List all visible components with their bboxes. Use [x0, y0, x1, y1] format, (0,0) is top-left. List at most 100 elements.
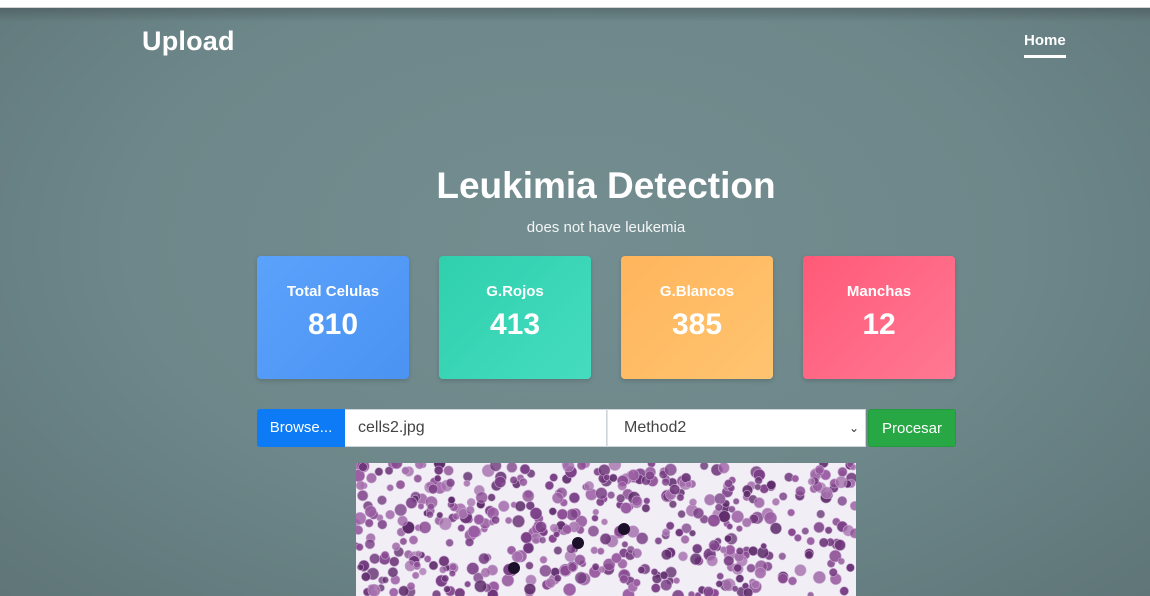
cell-mark [620, 502, 632, 514]
method-select-value: Method2 [624, 419, 687, 436]
cell-mark [511, 551, 524, 563]
cell-mark [562, 524, 572, 535]
cell-mark [829, 549, 842, 563]
cell-mark [595, 487, 608, 500]
cell-mark [413, 560, 421, 569]
cell-mark [707, 514, 721, 527]
cell-mark [439, 565, 447, 574]
cell-mark [432, 589, 441, 596]
cell-mark [731, 510, 744, 524]
stat-card-spots: Manchas 12 [803, 256, 955, 379]
cell-mark [427, 483, 439, 495]
cell-mark [466, 498, 476, 507]
cell-mark [685, 481, 693, 489]
method-select[interactable]: Method2 ⌄ [607, 409, 866, 447]
cell-mark [438, 517, 452, 531]
cell-mark [514, 500, 526, 512]
cell-mark [616, 493, 626, 503]
cell-mark [742, 587, 754, 596]
cell-mark [480, 567, 491, 578]
cell-mark [591, 563, 600, 571]
cell-mark [406, 582, 416, 591]
stat-label: Manchas [846, 283, 912, 300]
cell-mark [714, 492, 726, 505]
cell-mark [688, 529, 696, 537]
cell-mark [377, 519, 388, 530]
cell-mark [364, 538, 376, 550]
cell-mark [723, 555, 735, 567]
cell-mark [673, 577, 680, 584]
cell-mark [812, 571, 826, 584]
cell-mark [539, 555, 548, 564]
cell-mark [834, 539, 846, 551]
cell-mark [505, 516, 513, 525]
browse-button[interactable]: Browse... [257, 409, 345, 447]
cell-mark [525, 561, 534, 570]
cell-mark [824, 526, 833, 535]
stat-value: 413 [489, 308, 541, 341]
cell-mark [367, 583, 381, 596]
cell-mark [358, 463, 368, 472]
cell-mark [602, 558, 616, 571]
cell-mark [563, 583, 577, 596]
cell-mark [692, 507, 704, 519]
cell-mark [599, 533, 612, 545]
cell-mark [807, 477, 816, 486]
cell-mark [464, 580, 471, 588]
cell-mark [849, 528, 856, 539]
cell-mark [766, 480, 777, 490]
cell-mark [702, 586, 714, 596]
cell-mark [419, 567, 427, 576]
process-button[interactable]: Procesar [868, 409, 956, 447]
file-name-field[interactable]: cells2.jpg [345, 409, 607, 447]
cell-mark [660, 579, 673, 591]
nav-home-link[interactable]: Home [1024, 32, 1066, 58]
stat-label: G.Blancos [659, 283, 735, 300]
cell-mark [806, 536, 815, 546]
cell-mark [643, 497, 651, 505]
cell-mark [552, 492, 564, 504]
brand-logo[interactable]: Upload [142, 26, 235, 56]
cell-mark [454, 587, 466, 596]
cell-mark [837, 466, 848, 477]
cell-mark [494, 476, 507, 488]
cell-mark [356, 512, 367, 525]
cell-mark [395, 480, 406, 490]
cell-mark [525, 501, 535, 511]
cell-mark [650, 568, 659, 576]
cell-mark [389, 556, 400, 567]
cell-mark [718, 463, 730, 474]
cell-mark [401, 466, 410, 475]
cell-mark [746, 563, 756, 573]
cell-mark [804, 550, 814, 560]
cell-mark [771, 498, 780, 506]
cell-mark [539, 564, 552, 577]
cell-mark [813, 521, 825, 534]
cell-mark [356, 543, 364, 552]
chevron-down-icon: ⌄ [848, 421, 859, 435]
cell-mark [664, 463, 677, 476]
cell-mark [389, 587, 399, 596]
cell-mark [748, 546, 759, 557]
cell-mark [816, 509, 826, 519]
cell-mark [544, 480, 554, 491]
cell-mark [465, 537, 475, 547]
cell-mark [680, 535, 690, 544]
cell-mark [356, 563, 364, 571]
cell-mark [608, 473, 618, 483]
cell-mark [447, 496, 456, 504]
blood-cell-image-drawing [356, 463, 856, 596]
cell-mark [706, 555, 718, 567]
cell-mark [787, 508, 795, 517]
cell-mark [374, 467, 384, 477]
cell-mark [553, 574, 562, 583]
cell-mark [364, 518, 374, 528]
cell-mark [636, 532, 649, 545]
cell-mark [708, 539, 720, 551]
cell-mark [662, 528, 671, 537]
cell-mark [591, 514, 599, 522]
cell-mark [512, 514, 525, 528]
cell-mark [523, 583, 536, 596]
cell-mark [835, 476, 848, 489]
cell-mark [741, 517, 752, 528]
